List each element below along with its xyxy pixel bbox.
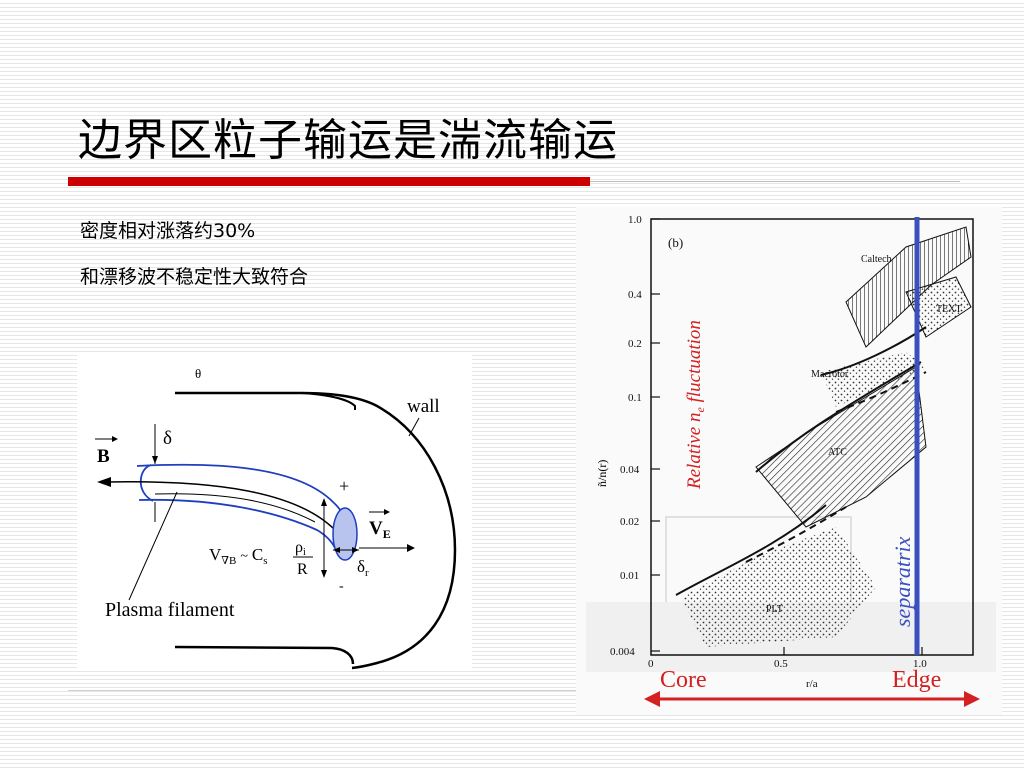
delta-r-label: δr — [357, 557, 369, 579]
wall-bottom-line — [174, 645, 355, 665]
y-tick-0.004: 0.004 — [610, 646, 635, 658]
B-arrowhead — [97, 477, 111, 487]
filament-lower-edge — [138, 498, 336, 549]
wall-top-step — [301, 392, 356, 410]
panel-label: (b) — [668, 235, 683, 250]
core-arrowhead — [644, 691, 660, 707]
text-label: TEXT — [936, 304, 962, 315]
filament-end-cap — [139, 464, 154, 502]
ve-arrowhead — [407, 544, 415, 552]
plasma-filament-label: Plasma filament — [105, 599, 235, 621]
VE-label: VE — [369, 518, 391, 541]
polarity-arrow-up — [321, 498, 327, 506]
separatrix-label: separatrix — [890, 536, 915, 627]
plt-dashed — [745, 506, 847, 563]
drift-formula: V∇B ~ Cs — [209, 545, 268, 567]
filament-core-line — [106, 481, 336, 531]
y-ticks — [651, 218, 660, 652]
y-tick-0.02: 0.02 — [620, 516, 639, 528]
plus-label: + — [339, 476, 349, 496]
macrotor-band — [821, 352, 926, 407]
fluctuation-svg: 1.0 0.4 0.2 0.1 0.04 0.02 0.01 0.004 0 0… — [586, 214, 996, 707]
atc-curve — [755, 361, 922, 473]
caltech-label: Caltech — [861, 254, 892, 265]
y-tick-0.04: 0.04 — [620, 464, 640, 476]
x-tick-0.5: 0.5 — [774, 658, 788, 670]
fluctuation-plot: 1.0 0.4 0.2 0.1 0.04 0.02 0.01 0.004 0 0… — [576, 207, 1002, 715]
plasma-filament-leader — [128, 491, 178, 601]
polarity-arrow-down — [321, 570, 327, 578]
plt-curve — [675, 504, 827, 596]
delta-label: δ — [163, 428, 172, 449]
wall-leader — [408, 417, 420, 437]
caltech-band — [845, 226, 972, 348]
plt-band — [681, 527, 876, 647]
R-label: R — [297, 561, 308, 578]
bullet-drift-wave: 和漂移波不稳定性大致符合 — [80, 266, 309, 288]
wall-label: wall — [407, 396, 440, 417]
x-tick-0: 0 — [648, 658, 654, 670]
wall-outline — [175, 391, 457, 670]
y-tick-1.0: 1.0 — [628, 214, 642, 226]
delta-r-arrow-r — [352, 547, 359, 553]
B-label: B — [97, 446, 110, 467]
plt-label: PLT — [766, 604, 783, 615]
theta-label: θ — [195, 366, 201, 381]
title-red-rule — [68, 177, 590, 186]
core-label: Core — [660, 667, 707, 693]
rho-label: ρi — [295, 539, 306, 558]
x-axis-label: r/a — [806, 678, 818, 690]
blob-crosssection — [332, 507, 358, 561]
delta-r-arrow-l — [333, 547, 340, 553]
slide-title: 边界区粒子输运是湍流输运 — [78, 115, 618, 166]
bottom-rule — [68, 690, 576, 691]
x-ticks — [783, 647, 923, 655]
macrotor-label: Macrotor — [811, 369, 849, 380]
filament-inner-line — [154, 493, 316, 523]
B-vector-head — [112, 436, 118, 442]
plot-frame — [650, 218, 974, 656]
minus-label: - — [339, 579, 344, 594]
x-tick-1.0: 1.0 — [913, 658, 927, 670]
VE-vector-head — [384, 509, 390, 515]
bullet-density-fluctuation: 密度相对涨落约30% — [80, 220, 256, 242]
y-axis-label: ñ/n(r) — [595, 460, 609, 487]
delta-arrowhead — [152, 456, 158, 464]
y-tick-0.1: 0.1 — [628, 392, 642, 404]
y-tick-0.2: 0.2 — [628, 338, 642, 350]
filament-schematic: θ wall δ B + - VE V∇B ~ Cs ρi R δr Plasma … — [77, 352, 472, 670]
edge-arrowhead — [964, 691, 980, 707]
atc-dashed — [835, 371, 927, 413]
edge-label: Edge — [892, 667, 941, 693]
atc-label: ATC — [828, 447, 847, 458]
title-thin-rule — [590, 181, 960, 182]
relative-fluctuation-label: Relative ne fluctuation — [684, 320, 707, 490]
y-tick-0.01: 0.01 — [620, 570, 639, 582]
y-tick-0.4: 0.4 — [628, 289, 642, 301]
filament-svg: θ wall δ B + - VE V∇B ~ Cs ρi R δr Plasma … — [95, 366, 457, 670]
